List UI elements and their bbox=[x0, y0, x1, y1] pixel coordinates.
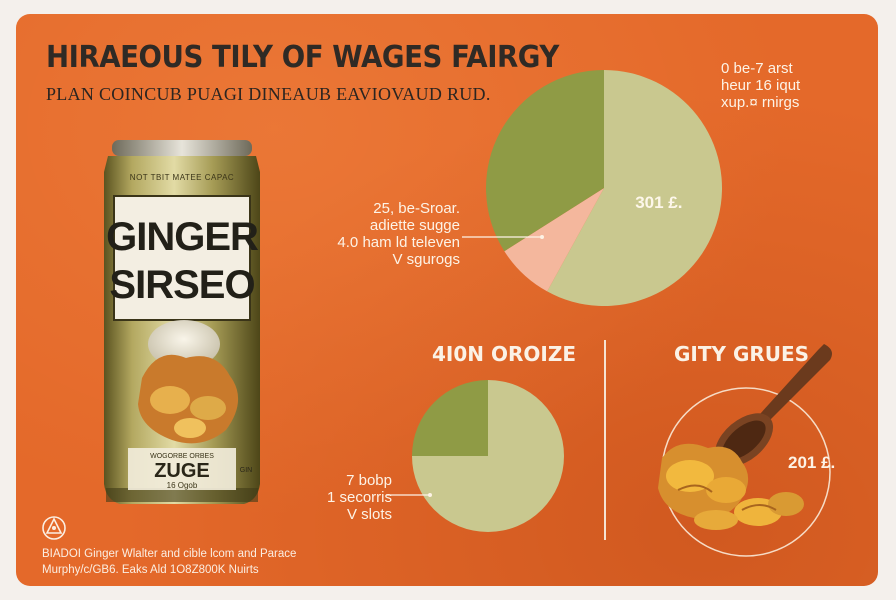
pie-chart-1: 301 £. bbox=[486, 70, 722, 306]
ginger-section-value: 201 £. bbox=[788, 453, 836, 472]
footer-line1: BIADOI Ginger Wlalter and cible lcom and… bbox=[42, 548, 297, 560]
footer-line2: Murphy/c/GB6. Eaks Ald 1O8Z800K Nuirts bbox=[42, 564, 259, 576]
pie1-annotation-left-line: V sgurogs bbox=[392, 251, 460, 268]
can-side-mark: GIN bbox=[240, 467, 252, 474]
pie2-annotation: 7 bobp 1 secorris V slots bbox=[296, 472, 392, 523]
ginger-chip bbox=[150, 386, 190, 414]
pie2-slice-2 bbox=[412, 380, 488, 456]
can-flavor-panel bbox=[128, 448, 236, 490]
pie1-leader-line bbox=[462, 235, 544, 239]
pie1-slice-2 bbox=[504, 188, 604, 292]
ginger-illustration bbox=[658, 344, 832, 557]
page-title: HIRAEOUS TILY OF WAGES FAIRGY bbox=[46, 40, 559, 75]
recycle-logo-icon bbox=[42, 516, 66, 540]
pie1-annotation-top: 0 be-7 arst heur 16 iqut xup.¤ rnirgs bbox=[721, 60, 800, 111]
page-subtitle: PLAN COINCUB PUAGI DINEAUB EAVIOVAUD RUD… bbox=[46, 84, 491, 104]
pie2-annotation-line: 1 secorris bbox=[326, 489, 392, 506]
ginger-chip bbox=[174, 418, 206, 438]
ginger-can-illustration: NOT TBIT MATEE CAPAC GINGER SIRSEO WOGOR… bbox=[104, 140, 260, 504]
pie1-slice-label: 301 £. bbox=[635, 193, 682, 212]
can-top-rim bbox=[112, 140, 252, 156]
pie1-annotation-top-line: xup.¤ rnirgs bbox=[721, 94, 800, 111]
can-flavor-sub: 16 Ogob bbox=[167, 481, 198, 490]
can-bottom-band bbox=[106, 488, 258, 502]
can-top-text: NOT TBIT MATEE CAPAC bbox=[130, 173, 234, 182]
section-divider bbox=[604, 340, 606, 540]
ginger-section-title: GITY GRUES bbox=[674, 342, 810, 366]
pie1-annotation-left: 25, be-Sroar. adiette sugge 4.0 ham ld t… bbox=[306, 200, 460, 268]
pie2-annotation-line: 7 bobp bbox=[346, 472, 392, 489]
pie1-slice-3 bbox=[486, 70, 604, 252]
pie2-title: 4I0N OROIZE bbox=[432, 342, 576, 366]
pie1-annotation-top-line: heur 16 iqut bbox=[721, 77, 801, 94]
pie-chart-2 bbox=[412, 380, 564, 532]
can-flavor-main: ZUGE bbox=[154, 460, 210, 482]
pie1-annotation-left-line: 4.0 ham ld televen bbox=[337, 234, 460, 251]
can-brand-panel bbox=[113, 195, 251, 321]
pie1-annotation-left-line: 25, be-Sroar. bbox=[373, 200, 460, 217]
pie1-annotation-top-line: 0 be-7 arst bbox=[721, 60, 793, 77]
infographic-panel: HIRAEOUS TILY OF WAGES FAIRGY PLAN COINC… bbox=[16, 14, 878, 586]
ginger-chip bbox=[190, 396, 226, 420]
can-flavor-small: WOGORBE ORBES bbox=[150, 453, 214, 460]
pie2-leader-line bbox=[386, 493, 432, 497]
pie2-annotation-line: V slots bbox=[346, 506, 392, 523]
can-brand-line2: SIRSEO bbox=[109, 263, 254, 307]
footer-text: BIADOI Ginger Wlalter and cible lcom and… bbox=[42, 546, 296, 578]
can-brand-line1: GINGER bbox=[106, 215, 259, 259]
pie1-annotation-left-line: adiette sugge bbox=[369, 217, 460, 234]
pie1-slice-1 bbox=[547, 70, 722, 306]
ginger-pieces bbox=[658, 443, 804, 530]
